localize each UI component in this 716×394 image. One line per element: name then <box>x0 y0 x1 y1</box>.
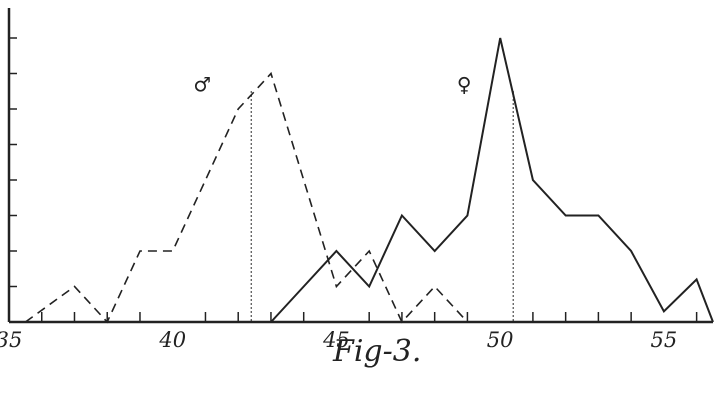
x-tick-label: 50 <box>487 328 514 352</box>
series-male-line <box>24 71 468 324</box>
series-group <box>24 37 714 324</box>
series-symbols: ♂ ♀ <box>193 72 471 96</box>
series-symbol: ♂ <box>193 72 211 96</box>
x-tick-label: 40 <box>158 328 186 352</box>
series-symbol: ♀ <box>457 72 472 96</box>
x-tick-label: 55 <box>651 328 678 352</box>
x-axis-ticks <box>40 312 698 322</box>
series-female-line <box>270 37 714 323</box>
x-tick-label: 45 <box>322 328 350 352</box>
y-axis-ticks <box>9 37 17 288</box>
x-tick-label: 35 <box>0 328 22 352</box>
x-axis-tick-labels: 35 40 45 50 55 <box>0 328 677 352</box>
mean-lines <box>250 91 514 322</box>
figure-caption: Fig-3. <box>333 334 422 369</box>
